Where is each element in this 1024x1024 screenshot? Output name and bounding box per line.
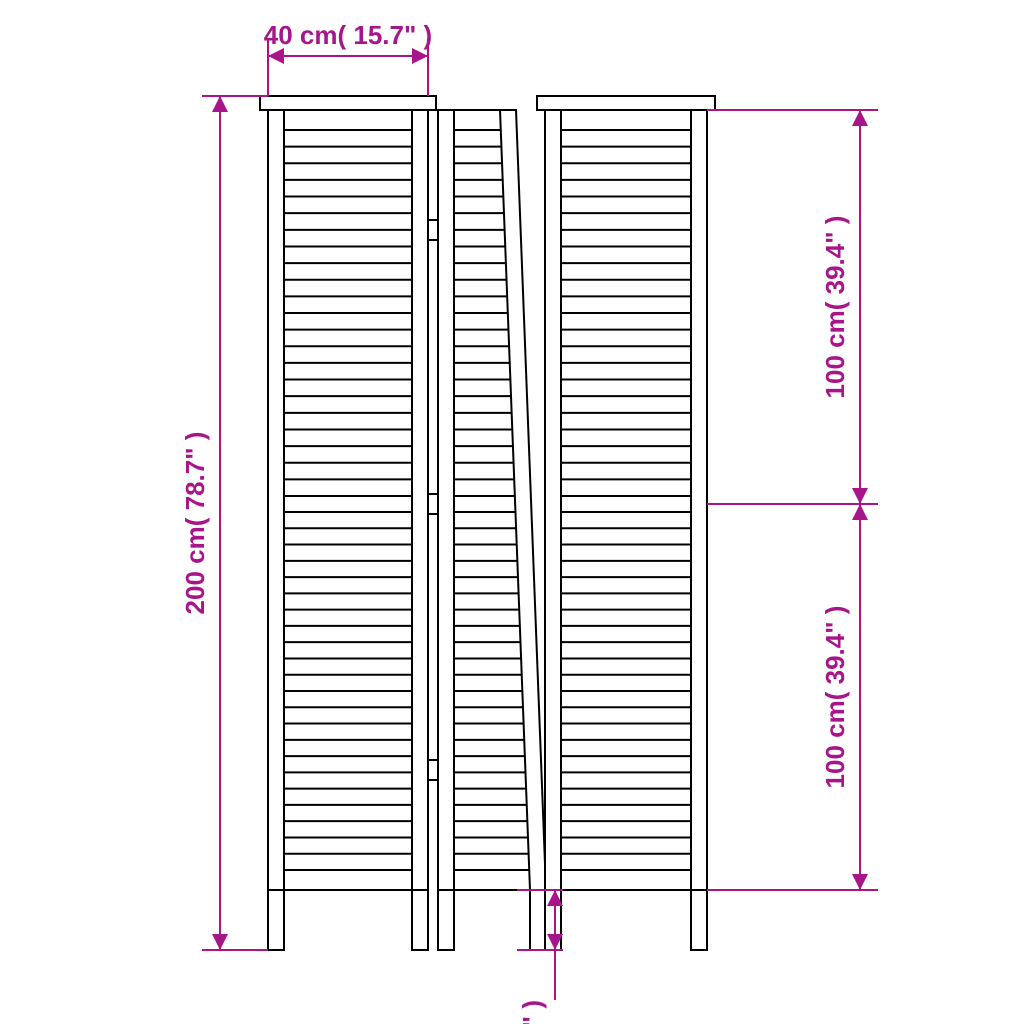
dimension-label: 100 cm( 39.4" ) — [820, 216, 850, 399]
dimension-label: 100 cm( 39.4" ) — [820, 606, 850, 789]
dimension-label: 200 cm( 78.7" ) — [180, 432, 210, 615]
dimension-label: 40 cm( 15.7" ) — [264, 20, 432, 50]
dimension-label: 7 cm( 2.8" ) — [517, 1000, 547, 1024]
